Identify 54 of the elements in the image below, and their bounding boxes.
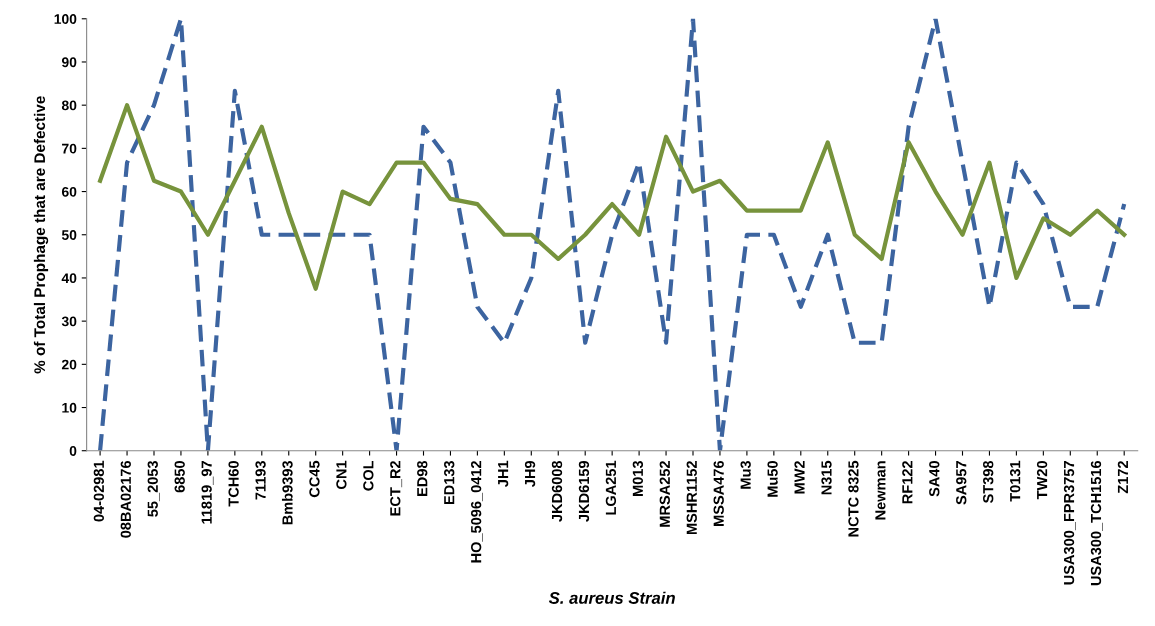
- x-tick-label: MW2: [794, 461, 805, 494]
- x-tick-label: N315: [821, 460, 832, 495]
- y-tick-label: 70: [62, 143, 77, 154]
- line-series: [98, 103, 1127, 291]
- x-tick-label: MRSA252: [659, 461, 670, 527]
- y-tick-label: 20: [61, 359, 77, 370]
- y-tick-label: 90: [61, 57, 77, 68]
- x-tick-label: T0131: [1009, 460, 1021, 502]
- x-tick-label: 08BA02176: [120, 460, 131, 538]
- x-tick-label: ED133: [444, 460, 455, 505]
- y-tick-label: 0: [69, 446, 77, 456]
- y-tick-label: 50: [61, 230, 77, 240]
- x-tick-label: JKD6008: [551, 460, 563, 522]
- x-tick-label: MSHR1152: [686, 461, 697, 535]
- x-tick-label: JH9: [524, 460, 536, 487]
- y-tick-label: 80: [61, 100, 77, 111]
- x-tick-label: ST398: [983, 460, 994, 503]
- y-tick-label: 40: [61, 273, 77, 284]
- line-series: [98, 18, 1127, 451]
- x-tick-label: SA40: [929, 461, 940, 497]
- x-tick-label: HO_5096_0412: [470, 461, 483, 563]
- x-tick-label: ED98: [417, 460, 428, 496]
- x-tick-label: NCTC 8325: [848, 460, 859, 537]
- x-tick-label: SA957: [956, 461, 967, 505]
- x-tick-label: 6850: [174, 461, 185, 493]
- x-tick-label: Newman: [875, 461, 886, 520]
- x-tick-label: Z172: [1117, 461, 1128, 494]
- x-tick-label: Mu50: [767, 461, 778, 497]
- y-tick-label: 60: [61, 186, 77, 197]
- x-tick-label: JH1: [498, 460, 509, 487]
- y-tick-label: 100: [54, 14, 77, 24]
- x-tick-label: RF122: [902, 461, 913, 504]
- x-tick-label: LGA251: [605, 460, 617, 515]
- x-tick-label: CC45: [309, 460, 320, 498]
- x-tick-label: CN1: [336, 460, 347, 490]
- x-tick-label: Mu3: [740, 460, 751, 489]
- y-axis-title: % of Total Prophage that are Defective: [33, 96, 49, 374]
- x-tick-label: TCH60: [228, 461, 239, 507]
- y-tick-label: 10: [62, 402, 77, 413]
- x-tick-label: USA300_FPR3757: [1063, 461, 1076, 585]
- x-tick-label: 71193: [255, 460, 266, 500]
- x-tick-label: Bmb9393: [281, 460, 293, 525]
- x-tick-label: ECT_R2: [390, 461, 403, 516]
- x-tick-label: 55_2053: [147, 460, 160, 517]
- x-tick-label: TW20: [1036, 461, 1048, 500]
- x-tick-label: 04-02981: [93, 460, 105, 522]
- y-tick-label: 30: [61, 316, 77, 327]
- x-tick-label: COL: [363, 460, 374, 491]
- x-tick-label: JKD6159: [578, 460, 590, 522]
- x-tick-label: MSSA476: [713, 460, 724, 526]
- x-tick-label: USA300_TCH1516: [1090, 460, 1103, 586]
- x-tick-label: M013: [632, 460, 644, 496]
- x-axis-title: S. aureus Strain: [548, 591, 675, 604]
- x-tick-label: 11819_97: [201, 461, 214, 524]
